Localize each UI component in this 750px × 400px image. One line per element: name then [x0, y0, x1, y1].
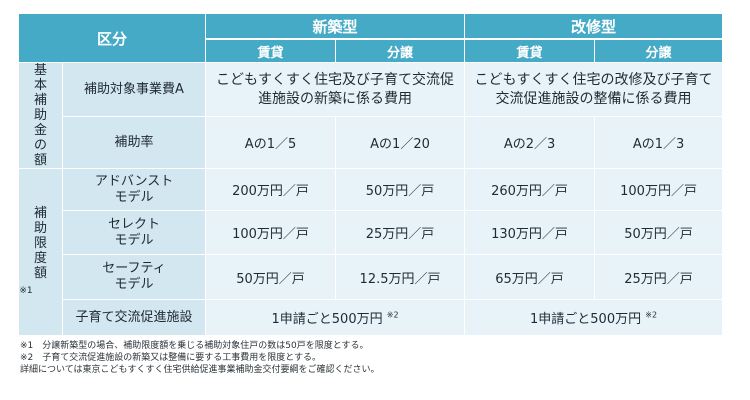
- header-rental-reno: 賃貸: [465, 39, 596, 63]
- facility-renovation: 1申請ごと500万円 ※2: [465, 300, 724, 336]
- advanced-rental-new: 200万円／戸: [206, 169, 337, 211]
- safety-sale-reno: 25万円／戸: [595, 255, 724, 300]
- footnote-1: ※1 分譲新築型の場合、補助限度額を乗じる補助対象住戸の数は50戸を限度とする。: [20, 341, 369, 351]
- row-label-advanced-model: アドバンスト モデル: [63, 169, 207, 211]
- cost-renovation: こどもすくすく住宅の改修及び子育て交流促進施設の整備に係る費用: [465, 63, 724, 118]
- row-label-safety-model: セーフティ モデル: [63, 255, 207, 300]
- facility-reno-note: ※2: [645, 310, 658, 320]
- advanced-sale-new: 50万円／戸: [336, 169, 466, 211]
- select-rental-new: 100万円／戸: [206, 211, 337, 255]
- cost-new-build: こどもすくすく住宅及び子育て交流促進施設の新築に係る費用: [206, 63, 466, 118]
- advanced-sale-reno: 100万円／戸: [595, 169, 724, 211]
- row-label-rate: 補助率: [63, 117, 207, 169]
- rate-sale-new: Aの1／20: [336, 117, 466, 169]
- select-rental-reno: 130万円／戸: [465, 211, 596, 255]
- header-new-build: 新築型: [206, 14, 466, 39]
- advanced-rental-reno: 260万円／戸: [465, 169, 596, 211]
- header-sale-reno: 分譲: [595, 39, 724, 63]
- header-sale-new: 分譲: [336, 39, 466, 63]
- subsidy-table: 区分 新築型 改修型 賃貸 分譲 賃貸 分譲 基本補助金の額 補助対象事業費A …: [19, 14, 724, 336]
- rate-rental-reno: Aの2／3: [465, 117, 596, 169]
- safety-rental-new: 50万円／戸: [206, 255, 337, 300]
- section-limit-label: 補助限度額 ※1: [19, 169, 63, 336]
- rate-sale-reno: Aの1／3: [595, 117, 724, 169]
- select-sale-new: 25万円／戸: [336, 211, 466, 255]
- row-label-select-model: セレクト モデル: [63, 211, 207, 255]
- facility-new-build: 1申請ごと500万円 ※2: [206, 300, 466, 336]
- header-category: 区分: [19, 14, 207, 63]
- limit-note-marker: ※1: [19, 285, 33, 296]
- safety-rental-reno: 65万円／戸: [465, 255, 596, 300]
- footnote-2: ※2 子育て交流促進施設の新築又は整備に要する工事費用を限度とする。: [20, 353, 321, 363]
- header-rental-new: 賃貸: [206, 39, 337, 63]
- facility-new-note: ※2: [386, 310, 399, 320]
- header-renovation: 改修型: [465, 14, 724, 39]
- rate-rental-new: Aの1／5: [206, 117, 337, 169]
- safety-sale-new: 12.5万円／戸: [336, 255, 466, 300]
- section-basic-label: 基本補助金の額: [19, 63, 63, 169]
- footnote-details: 詳細については東京こどもすくすく住宅供給促進事業補助金交付要綱をご確認ください。: [20, 365, 380, 375]
- row-label-facility: 子育て交流促進施設: [63, 300, 207, 336]
- select-sale-reno: 50万円／戸: [595, 211, 724, 255]
- row-label-cost: 補助対象事業費A: [63, 63, 207, 118]
